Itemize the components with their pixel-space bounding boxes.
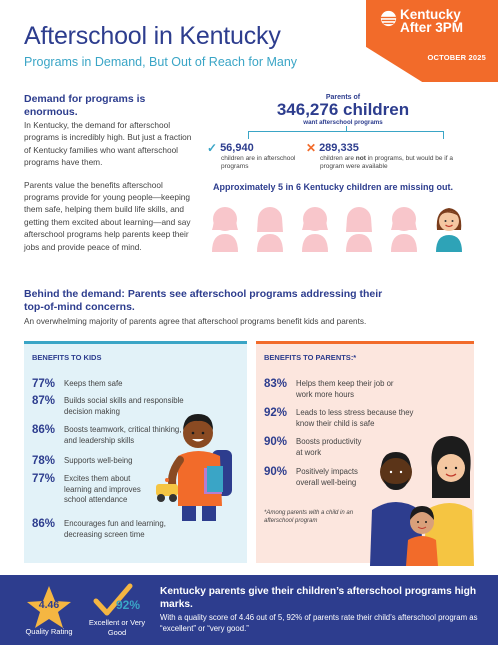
- list-item: 87% Builds social skills and responsible…: [32, 395, 212, 417]
- demand-paragraph-1: In Kentucky, the demand for afterschool …: [24, 120, 192, 168]
- list-item: 86% Boosts teamwork, critical thinking, …: [32, 424, 192, 446]
- note-emphasis-not: not: [355, 155, 366, 162]
- list-item: 90% Positively impacts overall well-bein…: [264, 466, 376, 488]
- benefit-percent: 77%: [32, 473, 56, 485]
- children-silhouettes: [208, 202, 466, 252]
- child-illustration-icon: [435, 208, 462, 252]
- page-subtitle: Programs in Demand, But Out of Reach for…: [24, 55, 298, 69]
- quality-rating-label: Quality Rating: [25, 627, 73, 636]
- quality-rating-value: 4.46: [38, 599, 60, 611]
- child-silhouette-icon: [256, 207, 283, 252]
- benefit-percent: 92%: [264, 407, 288, 419]
- demand-paragraph-2: Parents value the benefits afterschool p…: [24, 179, 191, 252]
- list-item: 86% Encourages fun and learning, decreas…: [32, 518, 202, 540]
- list-item: 90% Boosts productivity at work: [264, 436, 364, 458]
- demand-heading: Demand for programs is enormous.: [24, 93, 146, 118]
- not-in-programs-note: children are not in programs, but would …: [320, 155, 466, 171]
- sun-logo-icon: [380, 10, 397, 27]
- list-item: 92% Leads to less stress because they kn…: [264, 407, 422, 429]
- star-icon: [27, 586, 71, 628]
- checkmark-icon: ✓: [207, 141, 218, 155]
- want-programs-label: want afterschool programs: [303, 119, 383, 126]
- not-in-programs-number: 289,335: [319, 142, 359, 154]
- missing-out-heading: Approximately 5 in 6 Kentucky children a…: [212, 182, 454, 192]
- cross-icon: ✕: [306, 141, 317, 155]
- list-item: 78% Supports well-being: [32, 455, 152, 467]
- benefit-text: Positively impacts overall well-being: [296, 467, 358, 487]
- family-illustration: [370, 436, 474, 566]
- benefit-percent: 90%: [264, 466, 288, 478]
- child-silhouette-icon: [301, 207, 328, 252]
- parents-benefits-panel: BENEFITS TO PARENTS:* 83% Helps them kee…: [256, 341, 474, 566]
- benefit-text: Helps them keep their job or work more h…: [296, 379, 394, 399]
- kids-benefits-panel: BENEFITS TO KIDS 77% Keeps them safe 87%…: [24, 341, 247, 563]
- benefit-text: Encourages fun and learning, decreasing …: [64, 519, 166, 539]
- benefit-text: Boosts teamwork, critical thinking, and …: [64, 425, 182, 445]
- parents-benefits-heading: BENEFITS TO PARENTS:*: [264, 353, 357, 362]
- benefit-percent: 90%: [264, 436, 288, 448]
- banner-heading: Kentucky parents give their children’s a…: [160, 586, 477, 610]
- child-silhouette-icon: [391, 207, 418, 252]
- kids-benefits-heading: BENEFITS TO KIDS: [32, 353, 102, 362]
- benefit-text: Supports well-being: [64, 456, 133, 465]
- logo-line-2: After 3PM: [400, 20, 464, 35]
- parents-footnote: *Among parents with a child in an afters…: [264, 510, 354, 524]
- list-item: 77% Excites them about learning and impr…: [32, 473, 150, 506]
- logo-line-1: Kentucky: [400, 7, 461, 22]
- demand-section: Demand for programs is enormous. In Kent…: [24, 93, 196, 253]
- parents-of-label: Parents of: [325, 94, 361, 101]
- in-programs-number: 56,940: [220, 142, 254, 154]
- not-in-programs-stat: ✕ 289,335 children are not in programs, …: [306, 141, 466, 171]
- quality-banner: 4.46 Quality Rating 92% Excellent or Ver…: [0, 575, 498, 645]
- benefit-text: Boosts productivity at work: [296, 437, 362, 457]
- excellent-percent: 92%: [116, 598, 141, 612]
- benefit-percent: 78%: [32, 455, 56, 467]
- benefit-percent: 86%: [32, 518, 56, 530]
- benefit-percent: 86%: [32, 424, 56, 436]
- list-item: 83% Helps them keep their job or work mo…: [264, 378, 394, 400]
- benefit-percent: 77%: [32, 378, 56, 390]
- brand-logo[interactable]: Kentucky After 3PM: [380, 8, 492, 34]
- benefit-text: Leads to less stress because they know t…: [296, 408, 414, 428]
- page-title: Afterschool in Kentucky: [24, 22, 281, 50]
- children-total: 346,276 children: [276, 100, 410, 119]
- brand-corner: Kentucky After 3PM OCTOBER 2025: [366, 0, 498, 82]
- list-item: 77% Keeps them safe: [32, 378, 144, 390]
- in-programs-note: children are in afterschool programs: [221, 155, 296, 170]
- banner-text: With a quality score of 4.46 out of 5, 9…: [160, 613, 478, 633]
- behind-demand-subtext: An overwhelming majority of parents agre…: [24, 317, 367, 326]
- benefit-text: Excites them about learning and improves…: [64, 474, 141, 504]
- in-programs-stat: ✓ 56,940 children are in afterschool pro…: [207, 141, 302, 171]
- child-silhouette-icon: [346, 207, 373, 252]
- excellent-label: Excellent or Very Good: [88, 618, 146, 637]
- benefit-percent: 87%: [32, 395, 56, 407]
- note-part-a: children are: [320, 155, 354, 162]
- boy-with-robot-illustration: [156, 414, 232, 521]
- note-part-c: in programs, but would be if a program w…: [320, 155, 453, 170]
- benefit-text: Keeps them safe: [64, 379, 123, 388]
- behind-demand-heading: Behind the demand: Parents see afterscho…: [24, 288, 383, 313]
- child-silhouette-icon: [212, 207, 238, 252]
- report-date: OCTOBER 2025: [427, 53, 486, 62]
- checkmark-icon: [93, 583, 133, 616]
- parents-stat: Parents of 346,276 children want aftersc…: [220, 94, 466, 126]
- benefit-percent: 83%: [264, 378, 288, 390]
- benefit-text: Builds social skills and responsible dec…: [64, 396, 184, 416]
- stat-bracket: [248, 126, 444, 139]
